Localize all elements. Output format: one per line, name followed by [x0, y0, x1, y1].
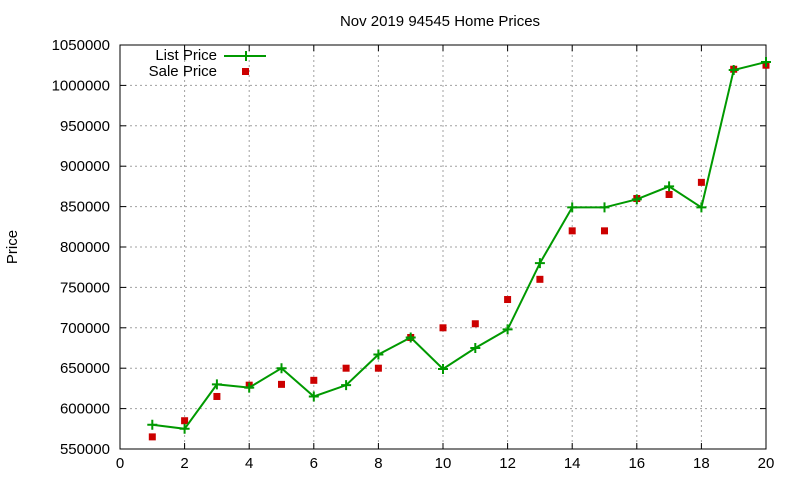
sale-price-point [148, 433, 156, 441]
list-price-point [599, 202, 610, 213]
x-tick-label: 6 [310, 455, 318, 472]
y-tick-label: 700000 [60, 320, 110, 337]
legend-square-marker [242, 68, 249, 75]
x-tick-label: 18 [693, 455, 710, 472]
y-tick-label: 950000 [60, 118, 110, 135]
list-price-point [534, 258, 545, 269]
y-tick-label: 750000 [60, 279, 110, 296]
list-price-line [152, 60, 767, 430]
list-price-point [631, 194, 642, 205]
sale-price-point [278, 380, 285, 388]
list-price-point [438, 364, 448, 375]
sale-price-point [181, 417, 189, 425]
y-tick-label: 900000 [60, 158, 110, 175]
y-tick-label: 1050000 [52, 37, 110, 54]
x-tick-label: 12 [499, 455, 516, 472]
sale-price-point [697, 178, 705, 186]
series-layer [147, 56, 771, 441]
legend-label-sale-price: Sale Price [149, 63, 217, 80]
x-tick-label: 10 [435, 455, 452, 472]
list-price-point [276, 363, 287, 374]
y-tick-label: 850000 [60, 199, 110, 216]
sale-price-point [665, 190, 673, 198]
axis-ticks: 0 2 4 6 8 10 12 14 16 18 20 550000 600000 650000 70000… [52, 37, 775, 472]
y-axis-label: Price [4, 230, 21, 264]
sale-price-point [213, 392, 221, 400]
sale-price-point [568, 227, 576, 235]
sale-price-point [342, 364, 350, 372]
y-tick-label: 550000 [60, 441, 110, 458]
legend: List Price Sale Price [149, 47, 266, 80]
x-tick-label: 8 [374, 455, 382, 472]
x-tick-label: 2 [180, 455, 188, 472]
sale-price-point [504, 296, 512, 304]
sale-price-point [439, 324, 447, 332]
sale-price-point [374, 364, 382, 372]
list-price-point [696, 202, 707, 213]
y-tick-label: 650000 [60, 360, 110, 377]
list-price-point [244, 382, 255, 393]
x-tick-label: 16 [628, 455, 645, 472]
list-price-point [728, 65, 739, 76]
sale-price-point [310, 376, 318, 384]
legend-plus-marker [241, 51, 251, 61]
list-price-point [502, 324, 513, 335]
sale-price-point [601, 227, 608, 235]
y-tick-label: 800000 [60, 239, 110, 256]
list-price-point [470, 343, 481, 353]
list-price-point [405, 332, 416, 343]
y-tick-label: 1000000 [52, 77, 110, 94]
sale-price-point [471, 320, 479, 328]
x-tick-label: 4 [245, 455, 253, 472]
list-price-point [179, 423, 190, 434]
list-price-point [664, 181, 675, 192]
list-price-point [761, 56, 771, 67]
x-tick-label: 0 [116, 455, 124, 472]
list-price-point [341, 380, 352, 391]
list-price-point [373, 349, 384, 360]
legend-label-list-price: List Price [155, 47, 217, 64]
list-price-point [211, 379, 222, 390]
list-price-point [567, 202, 578, 213]
y-tick-label: 600000 [60, 401, 110, 418]
x-tick-label: 14 [564, 455, 581, 472]
chart-title: Nov 2019 94545 Home Prices [340, 13, 540, 30]
list-price-point [147, 419, 158, 430]
x-tick-label: 20 [758, 455, 775, 472]
list-price-point [308, 391, 319, 402]
sale-price-point [536, 275, 544, 283]
